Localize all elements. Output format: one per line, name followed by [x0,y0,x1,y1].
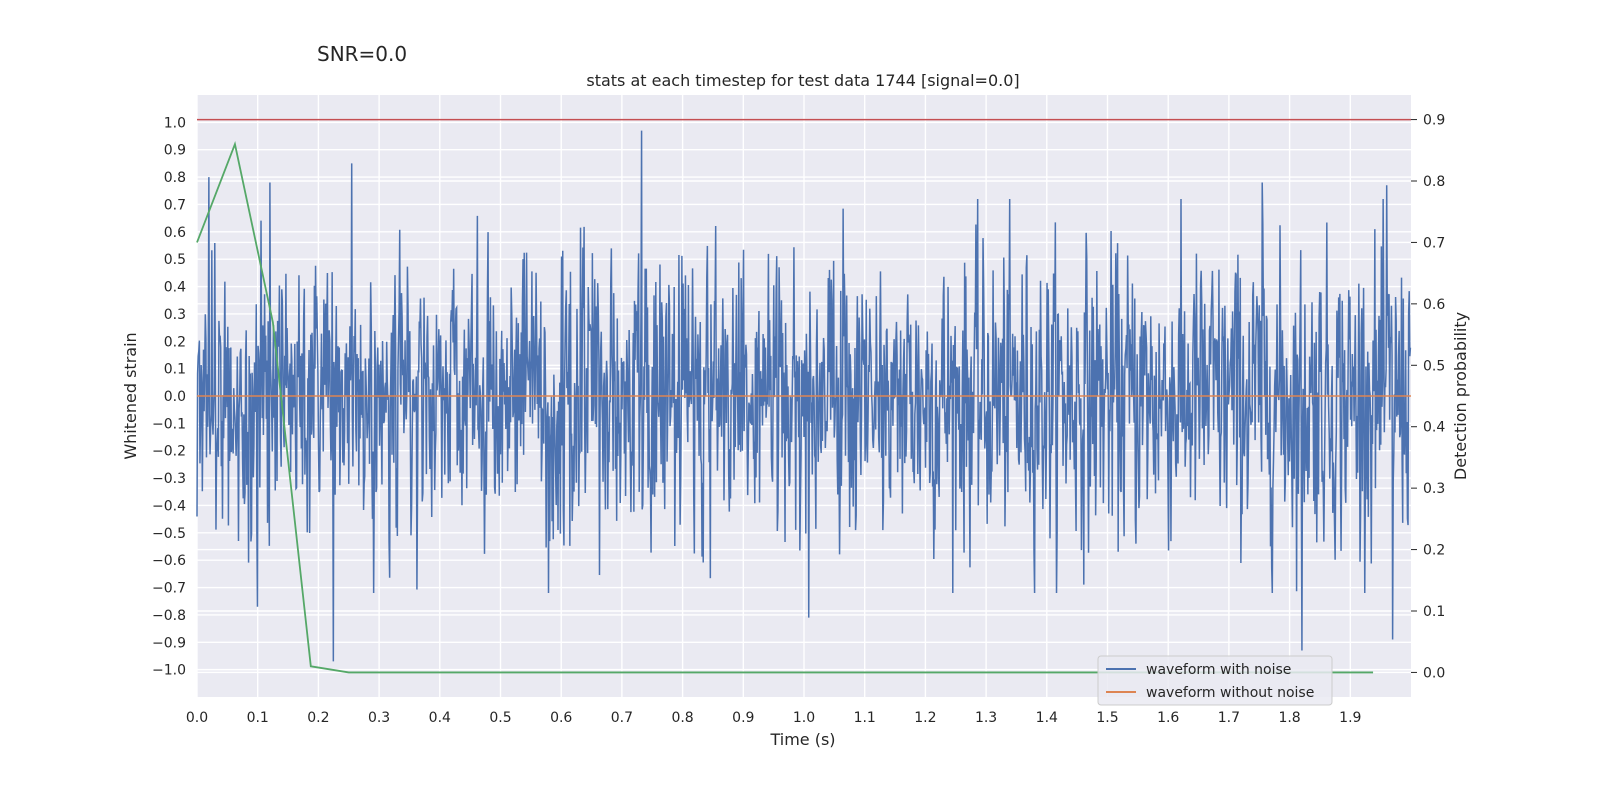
x-tick-label: 0.9 [732,710,754,726]
y2-tick-label: 0.4 [1423,420,1445,436]
x-axis-label: Time (s) [769,730,835,749]
y2-tick-label: 0.2 [1423,543,1445,559]
y-tick-label: 0.7 [164,197,186,213]
y-tick-label: 0.4 [164,280,186,296]
x-tick-label: 1.1 [854,710,876,726]
y2-tick-label: 0.3 [1423,481,1445,497]
x-tick-label: 1.2 [914,710,936,726]
y2-axis-ticks: 0.9 0.8 0.7 0.6 0.5 0.4 0.3 0.2 0.1 0.0 [1411,113,1445,681]
x-tick-label: 0.5 [489,710,511,726]
legend-label-clean: waveform without noise [1146,685,1314,701]
x-tick-label: 1.0 [793,710,815,726]
y2-tick-label: 0.9 [1423,113,1445,129]
y-tick-label: −0.2 [152,444,186,460]
x-axis-ticks: 0.0 0.1 0.2 0.3 0.4 0.5 0.6 0.7 0.8 0.9 1.0 1.1 1.2 1… [186,710,1362,726]
x-tick-label: 1.7 [1218,710,1240,726]
legend-label-noisy: waveform with noise [1146,662,1291,678]
y-tick-label: −0.7 [152,581,186,597]
x-tick-label: 1.4 [1036,710,1058,726]
y-tick-label: −0.5 [152,526,186,542]
y2-tick-label: 0.0 [1423,665,1445,681]
y-tick-label: 0.0 [164,389,186,405]
y-tick-label: −0.4 [152,498,186,514]
y2-tick-label: 0.7 [1423,235,1445,251]
y2-tick-label: 0.8 [1423,174,1445,190]
x-tick-label: 0.4 [429,710,451,726]
x-tick-label: 0.7 [611,710,633,726]
series-detection-probability [196,140,1374,674]
chart-title: stats at each timestep for test data 174… [586,71,1019,90]
x-tick-label: 1.5 [1096,710,1118,726]
y-tick-label: 0.3 [164,307,186,323]
y-tick-label: 0.5 [164,252,186,268]
legend: waveform with noise waveform without noi… [1097,655,1333,706]
x-tick-label: 0.6 [550,710,572,726]
y-axis-label: Whitened strain [121,332,140,459]
y2-tick-label: 0.1 [1423,604,1445,620]
x-tick-label: 1.9 [1339,710,1361,726]
x-tick-label: 1.8 [1278,710,1300,726]
x-tick-label: 0.1 [247,710,269,726]
x-tick-label: 1.3 [975,710,997,726]
x-tick-label: 1.6 [1157,710,1179,726]
y2-tick-label: 0.6 [1423,297,1445,313]
y2-axis-label: Detection probability [1451,312,1470,480]
x-tick-label: 0.8 [671,710,693,726]
y-tick-label: 0.2 [164,334,186,350]
y-tick-label: −0.6 [152,553,186,569]
x-tick-label: 0.0 [186,710,208,726]
y2-tick-label: 0.5 [1423,358,1445,374]
y-tick-label: 0.9 [164,143,186,159]
plot-area [196,118,1412,674]
y-tick-label: −0.9 [152,635,186,651]
y-axis-ticks: 1.0 0.9 0.8 0.7 0.6 0.5 0.4 0.3 0.2 0.1 0.0 −0.1 −0.… [152,115,186,678]
suptitle: SNR=0.0 [317,42,407,66]
y-tick-label: −1.0 [152,663,186,679]
y-tick-label: 0.1 [164,362,186,378]
y-tick-label: 0.8 [164,170,186,186]
y-tick-label: −0.8 [152,608,186,624]
x-tick-label: 0.3 [368,710,390,726]
y-tick-label: −0.3 [152,471,186,487]
legend-box [1097,655,1333,706]
y-tick-label: 1.0 [164,115,186,131]
series-noisy-waveform [196,130,1412,662]
y-tick-label: −0.1 [152,416,186,432]
y-tick-label: 0.6 [164,225,186,241]
x-tick-label: 0.2 [307,710,329,726]
